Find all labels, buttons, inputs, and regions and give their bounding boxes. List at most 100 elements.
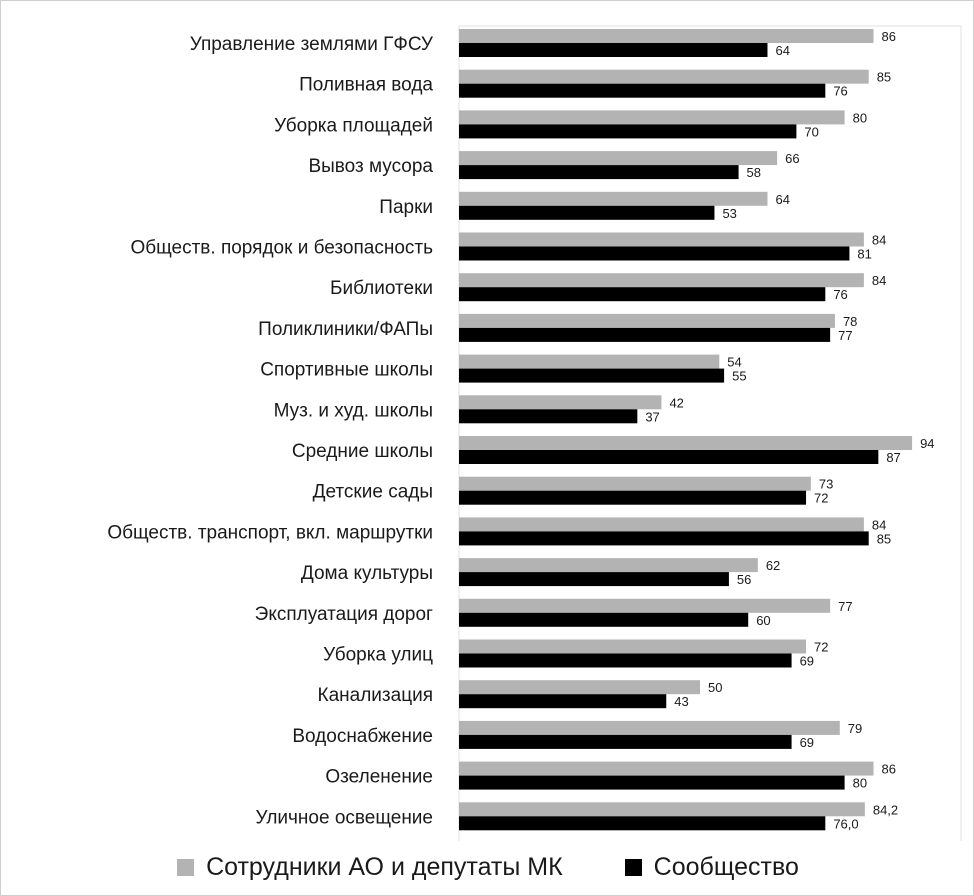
bar-staff: [459, 29, 874, 43]
data-label: 50: [708, 680, 722, 695]
data-label: 53: [722, 206, 736, 221]
data-label: 84: [872, 273, 886, 288]
bar-community: [459, 490, 807, 505]
legend-item-staff: Сотрудники АО и депутаты МК: [177, 853, 563, 882]
legend-label-staff: Сотрудники АО и депутаты МК: [206, 852, 563, 881]
bar-staff: [459, 273, 864, 288]
data-label: 86: [882, 29, 896, 44]
bar-staff: [459, 354, 720, 369]
data-label: 56: [737, 572, 751, 587]
bar-community: [459, 816, 826, 831]
bar-community: [459, 165, 739, 180]
data-label: 72: [814, 491, 828, 506]
data-label: 54: [727, 355, 741, 370]
legend-swatch-staff: [177, 858, 195, 876]
category-label: Поликлиники/ФАПы: [258, 319, 433, 340]
bar-community: [459, 572, 729, 587]
category-label: Вывоз мусора: [308, 156, 433, 177]
bar-community: [459, 409, 638, 424]
data-label: 80: [853, 776, 867, 791]
data-label: 72: [814, 640, 828, 655]
bar-community: [459, 205, 715, 220]
category-label: Спортивные школы: [260, 360, 433, 381]
bar-staff: [459, 69, 869, 84]
category-label: Средние школы: [292, 441, 433, 462]
data-label: 69: [800, 654, 814, 669]
bar-staff: [459, 476, 811, 491]
category-label: Уборка улиц: [323, 645, 433, 666]
bar-community: [459, 124, 797, 139]
category-label: Эксплуатация дорог: [255, 604, 433, 625]
data-label: 81: [857, 247, 871, 262]
data-label: 73: [819, 477, 833, 492]
data-label: 87: [886, 450, 900, 465]
plot-area: Управление землями ГФСУ 86 64 Поливная вода…: [107, 25, 962, 841]
bar-staff: [459, 151, 778, 166]
data-label: 64: [775, 192, 789, 207]
bar-community: [459, 775, 845, 790]
category-label: Озеленение: [325, 767, 433, 788]
bar-staff: [459, 761, 874, 776]
data-label: 64: [775, 43, 789, 58]
data-label: 62: [766, 558, 780, 573]
bar-staff: [459, 680, 700, 695]
category-label: Уличное освещение: [256, 807, 433, 828]
data-label: 76: [833, 84, 847, 99]
category-label: Парки: [379, 197, 433, 218]
bar-community: [459, 327, 831, 342]
data-label: 70: [804, 124, 818, 139]
data-label: 76: [833, 287, 847, 302]
data-label: 58: [747, 165, 761, 180]
category-label: Библиотеки: [330, 278, 433, 299]
bar-chart: Управление землями ГФСУ 86 64 Поливная вода…: [107, 25, 962, 841]
legend-item-community: Сообщество: [624, 852, 799, 882]
bar-staff: [459, 517, 864, 532]
bar-staff: [459, 720, 840, 735]
category-label: Управление землями ГФСУ: [190, 34, 434, 55]
legend-label-community: Сообщество: [653, 852, 799, 881]
data-label: 79: [848, 721, 862, 736]
bar-staff: [459, 395, 662, 410]
bar-staff: [459, 598, 831, 613]
bar-community: [459, 450, 879, 464]
bar-staff: [459, 110, 845, 125]
bar-staff: [459, 639, 807, 654]
data-label: 84: [872, 517, 886, 532]
bar-community: [459, 694, 667, 709]
data-label: 37: [645, 409, 659, 424]
bar-community: [459, 83, 826, 98]
legend-swatch-community: [624, 858, 642, 876]
bar-community: [459, 734, 792, 749]
bar-community: [459, 287, 826, 302]
legend: Сотрудники АО и депутаты МК Сообщество: [1, 847, 974, 887]
category-label: Обществ. транспорт, вкл. маршрутки: [107, 522, 433, 543]
data-label: 69: [800, 735, 814, 750]
category-label: Уборка площадей: [274, 115, 433, 136]
data-label: 66: [785, 151, 799, 166]
bar-community: [459, 531, 869, 546]
category-label: Канализация: [318, 685, 433, 706]
bar-community: [459, 653, 792, 668]
bar-community: [459, 43, 768, 57]
category-label: Детские сады: [313, 482, 433, 503]
bar-staff: [459, 436, 913, 450]
category-label: Водоснабжение: [292, 726, 433, 747]
category-label: Муз. и худ. школы: [274, 400, 433, 421]
data-label: 78: [843, 314, 857, 329]
data-label: 85: [877, 531, 891, 546]
data-label: 84,2: [873, 802, 898, 817]
data-label: 60: [756, 613, 770, 628]
bar-community: [459, 246, 850, 261]
data-label: 42: [669, 395, 683, 410]
data-label: 77: [838, 599, 852, 614]
data-label: 86: [882, 762, 896, 777]
data-label: 76,0: [833, 816, 858, 831]
bar-staff: [459, 313, 835, 328]
bar-community: [459, 612, 749, 627]
plot-border: [458, 25, 962, 841]
data-label: 84: [872, 233, 886, 248]
data-label: 43: [674, 694, 688, 709]
data-label: 55: [732, 369, 746, 384]
data-label: 77: [838, 328, 852, 343]
